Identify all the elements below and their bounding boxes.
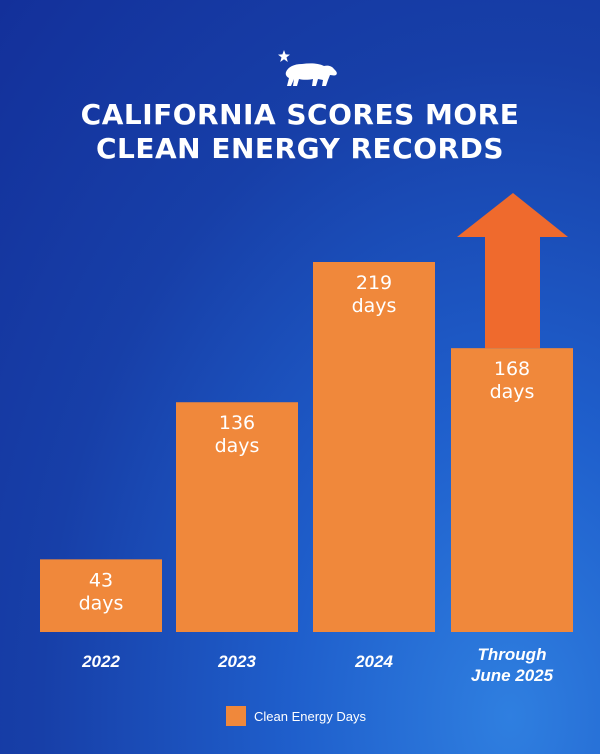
data-label-2: 219 days: [352, 272, 397, 317]
x-tick-label-line: 2023: [217, 652, 256, 671]
data-label-line: 136: [219, 412, 255, 434]
bar-2: [313, 262, 435, 632]
chart-legend: Clean Energy Days: [226, 706, 366, 726]
data-label-line: days: [79, 592, 124, 614]
x-tick-label-1: 2023: [217, 652, 256, 671]
x-tick-label-line: 2022: [81, 652, 120, 671]
x-tick-label-line: June 2025: [471, 666, 554, 685]
bar-3: [451, 348, 573, 632]
data-label-line: days: [352, 295, 397, 317]
chart-title-line-2: CLEAN ENERGY RECORDS: [95, 132, 504, 165]
x-tick-label-line: Through: [478, 645, 547, 664]
chart-title-line-1: CALIFORNIA SCORES MORE: [80, 98, 520, 131]
x-tick-label-0: 2022: [81, 652, 120, 671]
data-label-line: days: [490, 381, 535, 403]
bar-0: [40, 559, 162, 632]
bar-1: [176, 402, 298, 632]
data-label-line: 43: [89, 569, 113, 591]
data-label-1: 136 days: [215, 412, 260, 457]
legend-label: Clean Energy Days: [254, 708, 366, 724]
x-tick-label-3: Through June 2025: [471, 645, 554, 685]
data-label-0: 43 days: [79, 569, 124, 614]
legend-swatch: [226, 706, 246, 726]
x-tick-label-line: 2024: [354, 652, 393, 671]
x-tick-label-2: 2024: [354, 652, 393, 671]
data-label-line: 219: [356, 272, 392, 294]
bear-star-icon: [278, 50, 337, 86]
trend-up-arrow: [457, 193, 568, 349]
data-label-3: 168 days: [490, 358, 535, 403]
data-label-line: days: [215, 435, 260, 457]
data-label-line: 168: [494, 358, 530, 380]
